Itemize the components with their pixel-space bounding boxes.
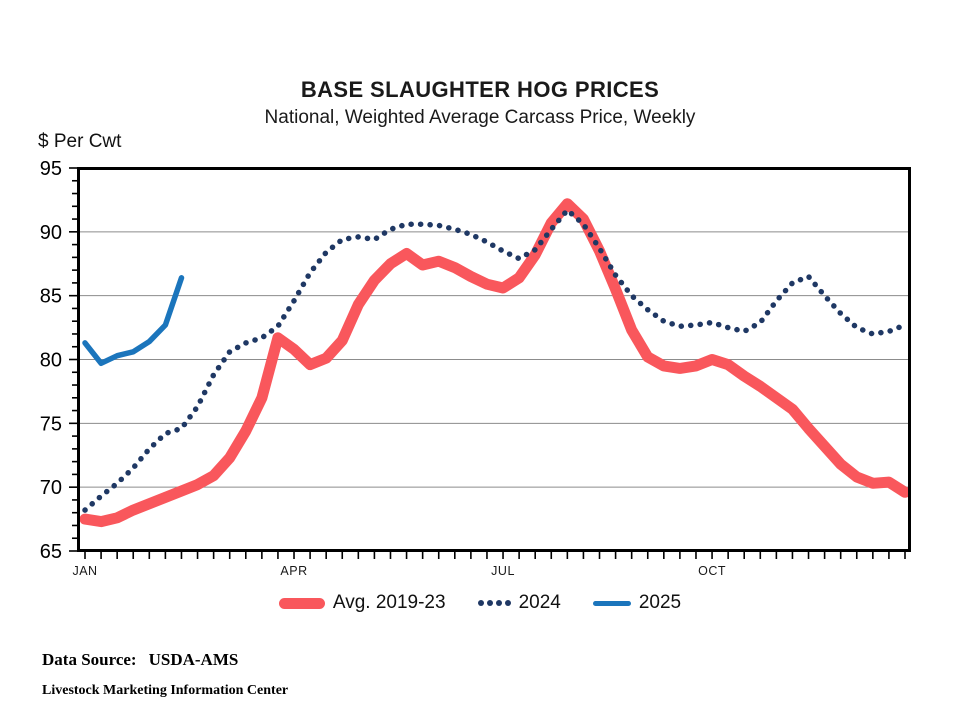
x-axis-label-apr: APR <box>280 564 307 578</box>
data-source-label: Data Source: <box>42 650 137 669</box>
organization-line: Livestock Marketing Information Center <box>42 683 289 698</box>
legend-item-avg: Avg. 2019-23 <box>278 592 446 614</box>
y-axis-unit-label: $ Per Cwt <box>38 131 122 152</box>
y-axis-label-80: 80 <box>40 350 62 372</box>
data-source-line: Data Source: USDA-AMS <box>42 650 238 670</box>
y-axis-labels: 65 70 75 80 85 90 95 <box>40 158 62 563</box>
y-axis-label-65: 65 <box>40 541 62 563</box>
x-axis-label-jan: JAN <box>72 564 97 578</box>
plot-frame <box>77 167 911 552</box>
chart-title: BASE SLAUGHTER HOG PRICES <box>300 77 660 102</box>
x-axis-label-jul: JUL <box>491 564 515 578</box>
series-line-avg-2019-23 <box>79 198 911 528</box>
x-axis-week-ticks <box>84 552 906 559</box>
x-axis-label-oct: OCT <box>698 564 726 578</box>
series-line-2025 <box>82 275 185 367</box>
legend-label-2025: 2025 <box>638 592 682 613</box>
y-axis-label-90: 90 <box>40 222 62 244</box>
data-source-value: USDA-AMS <box>148 650 239 669</box>
y-axis-label-70: 70 <box>40 477 62 499</box>
y-axis-ticks <box>69 167 78 552</box>
y-axis-label-95: 95 <box>40 158 62 180</box>
legend-swatch-avg-line <box>278 597 325 609</box>
y-axis-label-75: 75 <box>40 413 62 435</box>
legend: Avg. 2019-23 2024 2025 <box>0 592 960 614</box>
legend-swatch-2024-dotted-line <box>477 600 484 606</box>
series-line-2024 <box>82 207 908 513</box>
legend-swatch-2025-line <box>592 600 631 606</box>
chart-subtitle: National, Weighted Average Carcass Price… <box>264 107 696 128</box>
legend-label-avg: Avg. 2019-23 <box>332 592 446 613</box>
gridlines <box>80 231 909 488</box>
legend-item-2024: 2024 <box>477 592 561 614</box>
series-lines <box>79 198 911 528</box>
legend-item-2025: 2025 <box>592 592 682 614</box>
x-axis-month-labels: JAN APR JUL OCT <box>72 564 726 578</box>
legend-label-2024: 2024 <box>518 592 561 613</box>
y-axis-label-85: 85 <box>40 286 62 308</box>
